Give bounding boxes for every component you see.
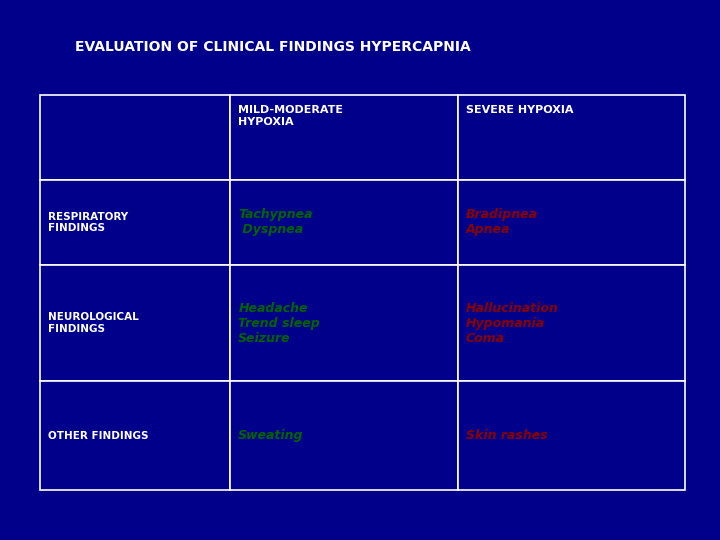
Text: Headache
Trend sleep
Seizure: Headache Trend sleep Seizure	[238, 302, 320, 345]
Bar	[230, 265, 458, 381]
Bar	[458, 180, 685, 265]
Bar	[40, 381, 230, 490]
Bar	[40, 265, 230, 381]
Text: NEUROLOGICAL
FINDINGS: NEUROLOGICAL FINDINGS	[48, 312, 139, 334]
Bar	[230, 381, 458, 490]
Bar	[40, 180, 230, 265]
Text: Bradipnea
Apnea: Bradipnea Apnea	[466, 208, 538, 237]
Bar	[458, 95, 685, 180]
Text: Skin rashes: Skin rashes	[466, 429, 548, 442]
Text: MILD-MODERATE
HYPOXIA: MILD-MODERATE HYPOXIA	[238, 105, 343, 126]
Text: RESPIRATORY
FINDINGS: RESPIRATORY FINDINGS	[48, 212, 128, 233]
Bar	[230, 180, 458, 265]
Bar	[230, 95, 458, 180]
Text: Tachypnea
 Dyspnea: Tachypnea Dyspnea	[238, 208, 312, 237]
Text: OTHER FINDINGS: OTHER FINDINGS	[48, 431, 148, 441]
Bar	[458, 381, 685, 490]
Bar	[40, 95, 230, 180]
Text: SEVERE HYPOXIA: SEVERE HYPOXIA	[466, 105, 573, 115]
Text: Hallucination
Hypomania
Coma: Hallucination Hypomania Coma	[466, 302, 559, 345]
Text: Sweating: Sweating	[238, 429, 304, 442]
Bar	[458, 265, 685, 381]
Text: EVALUATION OF CLINICAL FINDINGS HYPERCAPNIA: EVALUATION OF CLINICAL FINDINGS HYPERCAP…	[75, 40, 471, 54]
